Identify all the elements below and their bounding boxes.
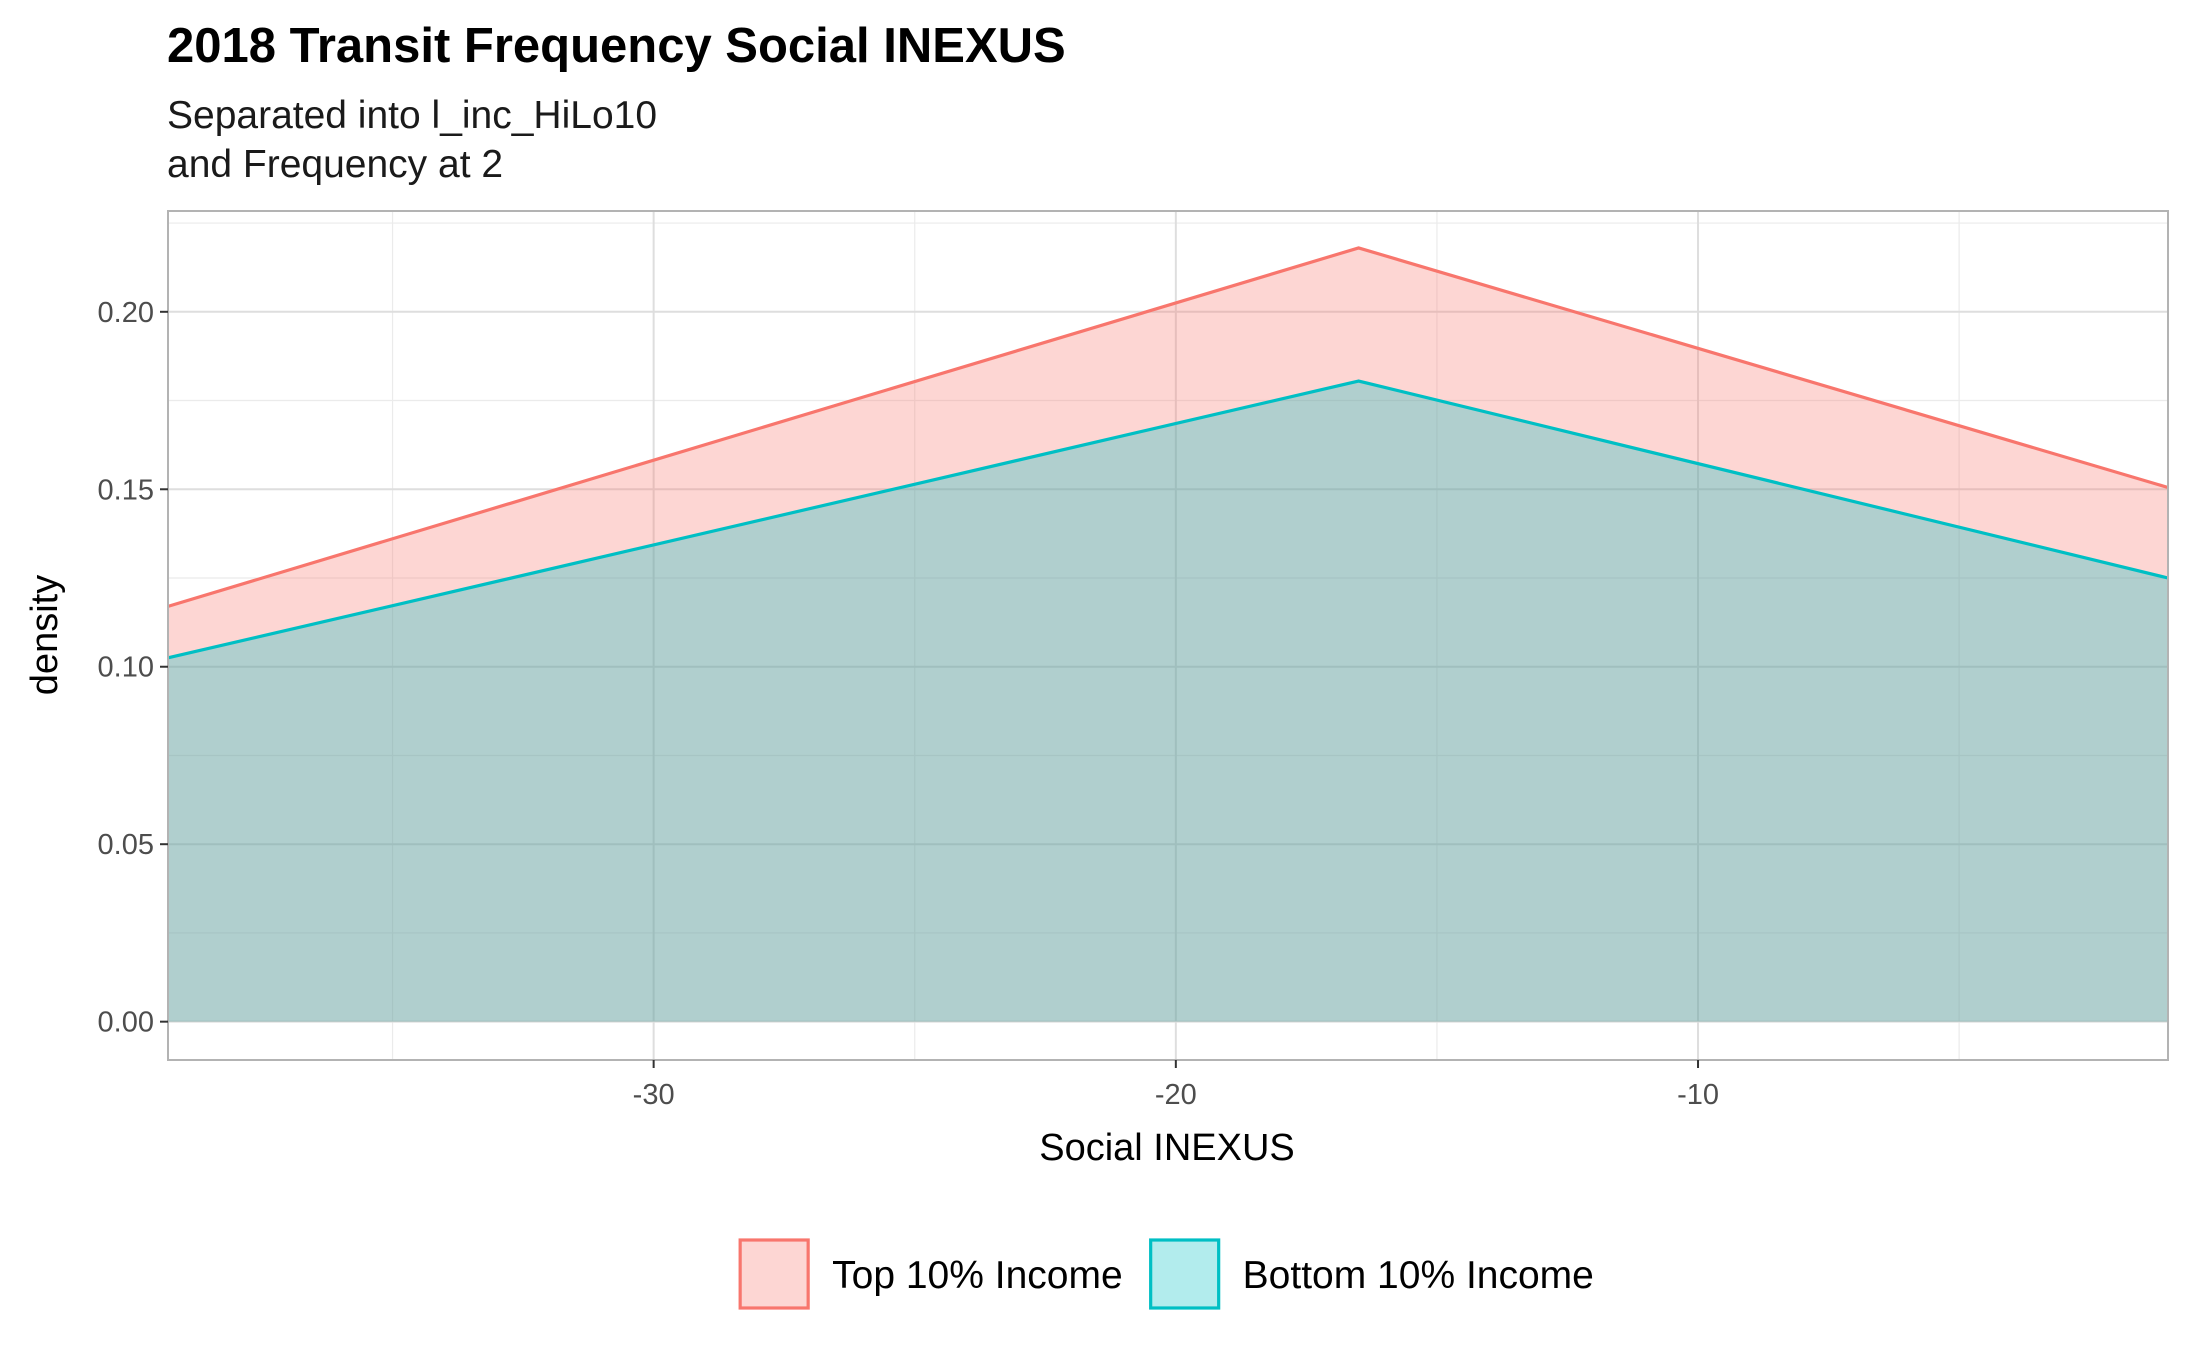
legend: Top 10% Income Bottom 10% Income (738, 1238, 1594, 1310)
y-axis-title: density (24, 575, 66, 695)
legend-key-0 (738, 1238, 810, 1310)
y-tick-label: 0.20 (98, 297, 154, 329)
x-tick-label: -10 (1677, 1079, 1719, 1111)
plot-panel: -30 -20 -10 0.00 0.05 0.10 0.15 0.20 (98, 210, 2169, 1111)
y-tick-label: 0.05 (98, 829, 154, 861)
chart-title: 2018 Transit Frequency Social INEXUS (167, 19, 1066, 73)
legend-label-1: Bottom 10% Income (1243, 1254, 1594, 1297)
series-line-0 (167, 246, 2169, 608)
chart-subtitle-line-1: Separated into l_inc_HiLo10 (167, 94, 657, 137)
legend-label-0: Top 10% Income (832, 1254, 1123, 1297)
series-line-1 (167, 379, 2169, 660)
series-area-1 (168, 381, 2168, 1022)
x-tick-label: -30 (633, 1079, 675, 1111)
legend-key-1 (1149, 1238, 1221, 1310)
series-area-0 (168, 247, 2168, 1022)
chart-subtitle-line-2: and Frequency at 2 (167, 143, 503, 186)
panel-border (167, 210, 2169, 1061)
x-axis-title: Social INEXUS (1039, 1127, 1295, 1169)
x-tick-label: -20 (1155, 1079, 1197, 1111)
y-tick-label: 0.10 (98, 652, 154, 684)
y-tick-label: 0.15 (98, 474, 154, 506)
y-tick-label: 0.00 (98, 1007, 154, 1039)
